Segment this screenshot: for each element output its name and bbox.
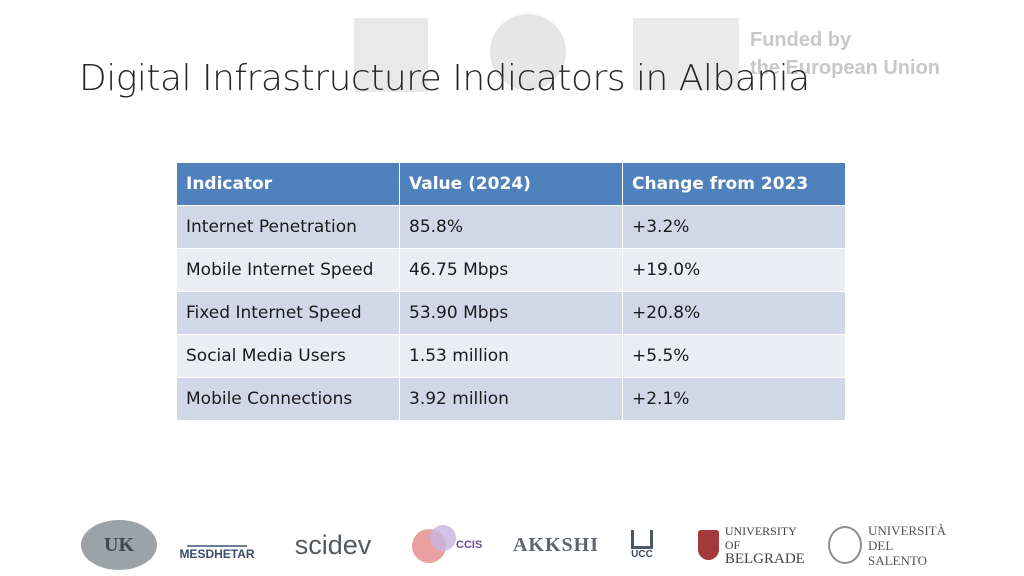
akkshi-logo-text: AKKSHI <box>512 533 600 556</box>
eu-line-2: the European Union <box>750 57 940 79</box>
salento-logo: UNIVERSITÀ DEL SALENTO <box>828 515 946 575</box>
ucc-mark-icon <box>631 530 653 549</box>
uk-logo: UK <box>80 515 158 575</box>
cell-change: +3.2% <box>622 205 846 249</box>
scidev-logo-text: scidev <box>294 529 372 560</box>
header-value: Value (2024) <box>399 162 623 206</box>
indicators-table: Indicator Value (2024) Change from 2023 … <box>176 162 846 421</box>
ccis-logo: CCIS <box>408 515 488 575</box>
slide-title: Digital Infrastructure Indicators in Alb… <box>79 58 810 99</box>
belgrade-line-2: BELGRADE <box>724 551 805 567</box>
uk-emblem-icon: UK <box>81 520 157 570</box>
cell-indicator: Fixed Internet Speed <box>176 291 400 335</box>
partner-logo-faded <box>354 18 428 92</box>
table-row: Internet Penetration 85.8% +3.2% <box>176 205 846 249</box>
header-change: Change from 2023 <box>622 162 846 206</box>
cell-indicator: Mobile Internet Speed <box>176 248 400 292</box>
cell-change: +19.0% <box>622 248 846 292</box>
salento-logo-text: UNIVERSITÀ DEL SALENTO <box>868 523 946 568</box>
header-indicator: Indicator <box>176 162 400 206</box>
cell-change: +5.5% <box>622 334 846 378</box>
cell-change: +20.8% <box>622 291 846 335</box>
cell-change: +2.1% <box>622 377 846 421</box>
table-row: Mobile Connections 3.92 million +2.1% <box>176 377 846 421</box>
salento-line-1: UNIVERSITÀ <box>868 522 946 538</box>
sail-icon <box>187 529 247 547</box>
table-header-row: Indicator Value (2024) Change from 2023 <box>176 162 846 206</box>
uk-logo-text: UK <box>104 533 134 556</box>
eu-line-1: Funded by <box>750 29 852 51</box>
salento-line-2: DEL SALENTO <box>868 537 927 568</box>
cell-value: 53.90 Mbps <box>399 291 623 335</box>
shield-icon <box>698 530 719 560</box>
ucc-logo: UCC <box>622 515 662 575</box>
cell-indicator: Internet Penetration <box>176 205 400 249</box>
eu-funding-notice: Funded by the European Union <box>750 26 940 82</box>
cell-value: 1.53 million <box>399 334 623 378</box>
eu-flag-faded <box>633 18 739 90</box>
cell-value: 3.92 million <box>399 377 623 421</box>
cell-value: 85.8% <box>399 205 623 249</box>
ccis-logo-text: CCIS <box>456 539 483 551</box>
ccis-circle-icon <box>430 525 456 551</box>
partner-seal-faded <box>490 14 566 90</box>
seal-icon <box>828 526 862 564</box>
table-row: Fixed Internet Speed 53.90 Mbps +20.8% <box>176 291 846 335</box>
cell-value: 46.75 Mbps <box>399 248 623 292</box>
ucc-logo-text: UCC <box>631 549 653 560</box>
cell-indicator: Mobile Connections <box>176 377 400 421</box>
partner-logos: UK MESDHETAR scidev CCIS AKKSHI UCC UNIV… <box>0 515 1024 575</box>
cell-indicator: Social Media Users <box>176 334 400 378</box>
akkshi-logo: AKKSHI <box>508 515 604 575</box>
table-row: Mobile Internet Speed 46.75 Mbps +19.0% <box>176 248 846 292</box>
belgrade-logo-text: UNIVERSITY OF BELGRADE <box>724 524 810 567</box>
belgrade-logo: UNIVERSITY OF BELGRADE <box>698 515 810 575</box>
mesdhetar-logo-text: MESDHETAR <box>179 547 255 561</box>
scidev-logo: scidev <box>288 515 378 575</box>
table-row: Social Media Users 1.53 million +5.5% <box>176 334 846 378</box>
belgrade-line-1: UNIVERSITY OF <box>724 524 797 552</box>
mesdhetar-logo: MESDHETAR <box>179 515 255 575</box>
